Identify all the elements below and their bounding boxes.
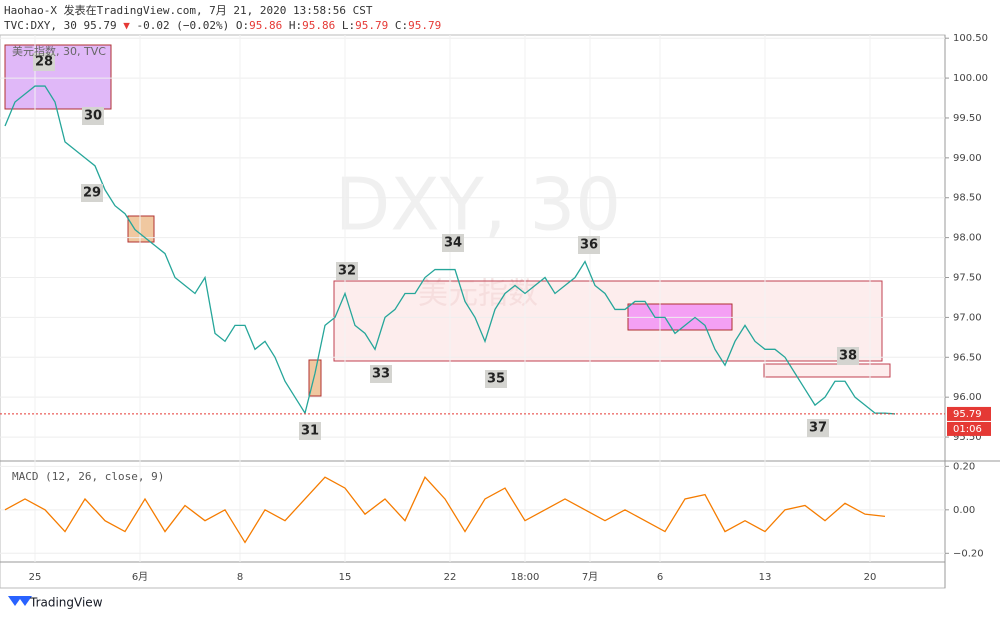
annotations: 28 30 29 34 36 32 33 35 31 37 38 bbox=[33, 53, 859, 440]
x-tick-label: 15 bbox=[339, 572, 352, 583]
wave-label: 32 bbox=[336, 262, 358, 280]
x-tick-label: 7月 bbox=[582, 571, 598, 583]
macd-title: MACD (12, 26, close, 9) bbox=[12, 470, 164, 483]
y-tick-label: −0.20 bbox=[953, 548, 984, 559]
watermark: DXY, 30 bbox=[335, 163, 621, 247]
watermark-sub: 美元指数 bbox=[418, 277, 538, 312]
high-label: H: bbox=[289, 19, 302, 32]
wave-label-text: 35 bbox=[487, 372, 505, 387]
wave-label: 31 bbox=[299, 422, 321, 440]
arrow: ▼ bbox=[123, 19, 130, 32]
logo bbox=[8, 596, 32, 606]
change: -0.02 (−0.02%) bbox=[136, 19, 229, 32]
y-tick-label: 99.50 bbox=[953, 113, 982, 124]
zone bbox=[763, 363, 891, 378]
symbol: TVC:DXY, 30 95.79 ▼ -0.02 (−0.02%) O:95.… bbox=[4, 19, 441, 32]
pane-label: 美元指数, 30, TVC bbox=[12, 44, 106, 58]
high: 95.86 bbox=[302, 19, 335, 32]
y-tick-label: 97.00 bbox=[953, 312, 982, 323]
x-tick-label: 6 bbox=[657, 572, 663, 583]
plot: 100.50 100.00 99.50 99.00 98.50 98.00 97.50 97.… bbox=[0, 33, 991, 583]
open-label: O: bbox=[236, 19, 249, 32]
y-tick-label: 100.50 bbox=[953, 33, 988, 44]
x-tick-label: 20 bbox=[864, 572, 877, 583]
price-line bbox=[4, 85, 896, 415]
wave-label-text: 38 bbox=[839, 349, 857, 364]
y-tick-label: 100.00 bbox=[953, 73, 988, 84]
author-line: Haohao-X 发表在TradingView.com, 7月 21, 2020… bbox=[4, 3, 373, 17]
y-tick-label: 99.00 bbox=[953, 153, 982, 164]
x-tick-label: 18:00 bbox=[511, 572, 540, 583]
wave-label: 34 bbox=[442, 234, 464, 252]
wave-label-text: 36 bbox=[580, 238, 598, 253]
wave-label-text: 28 bbox=[35, 55, 53, 70]
last: 95.79 bbox=[83, 19, 116, 32]
y-tick-label: 0.00 bbox=[953, 505, 975, 516]
price-tag-bg bbox=[947, 406, 991, 421]
wave-label: 37 bbox=[807, 419, 829, 437]
zone bbox=[333, 280, 883, 362]
wave-label: 38 bbox=[837, 347, 859, 365]
close: 95.79 bbox=[408, 19, 441, 32]
footer: TradingView bbox=[29, 596, 103, 610]
y-tick-label: 98.00 bbox=[953, 233, 982, 244]
open: 95.86 bbox=[249, 19, 282, 32]
symbol-name: TVC:DXY, 30 bbox=[4, 19, 77, 32]
y-tick-label: 95.50 bbox=[953, 432, 982, 443]
wave-label-text: 31 bbox=[301, 424, 319, 439]
countdown: 01:06 bbox=[953, 424, 982, 435]
wave-label: 30 bbox=[82, 107, 104, 125]
x-tick-label: 22 bbox=[444, 572, 457, 583]
wave-label: 28 bbox=[33, 53, 55, 71]
close-label: C: bbox=[395, 19, 408, 32]
wave-label-text: 32 bbox=[338, 264, 356, 279]
low: 95.79 bbox=[355, 19, 388, 32]
zone bbox=[4, 44, 112, 110]
x-tick-label: 6月 bbox=[132, 571, 148, 583]
x-tick-label: 8 bbox=[237, 572, 243, 583]
wave-label-text: 29 bbox=[83, 186, 101, 201]
low-label: L: bbox=[342, 19, 355, 32]
wave-label: 36 bbox=[578, 236, 600, 254]
price-tag: 95.79 bbox=[953, 409, 982, 420]
wave-label: 33 bbox=[370, 365, 392, 383]
wave-label-text: 30 bbox=[84, 109, 102, 124]
wave-label: 29 bbox=[81, 184, 103, 202]
y-tick-label: 96.50 bbox=[953, 352, 982, 363]
y-tick-label: 97.50 bbox=[953, 273, 982, 284]
y-tick-label: 0.20 bbox=[953, 461, 975, 472]
price-line bbox=[4, 476, 886, 544]
countdown-bg bbox=[947, 421, 991, 436]
y-tick-label: 96.00 bbox=[953, 392, 982, 403]
x-tick-label: 13 bbox=[759, 572, 772, 583]
frame bbox=[0, 34, 946, 589]
wave-label: 35 bbox=[485, 370, 507, 388]
x-tick-label: 25 bbox=[29, 572, 42, 583]
wave-label-text: 37 bbox=[809, 421, 827, 436]
y-tick-label: 98.50 bbox=[953, 193, 982, 204]
wave-label-text: 34 bbox=[444, 236, 462, 251]
wave-label-text: 33 bbox=[372, 367, 390, 382]
